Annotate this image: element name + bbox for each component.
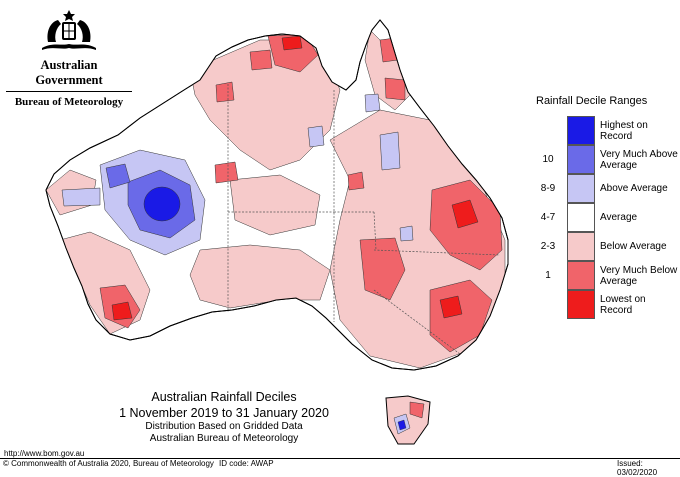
legend-row: Lowest on Record: [530, 290, 680, 319]
government-header: Australian Government Bureau of Meteorol…: [6, 8, 132, 108]
legend-label: Very Much Above Average: [600, 148, 678, 171]
bom-url: http://www.bom.gov.au: [4, 449, 85, 458]
decile-shading: [46, 29, 506, 369]
legend-label: Lowest on Record: [600, 293, 646, 316]
legend-swatch: [567, 290, 595, 319]
legend-range: 10: [542, 154, 554, 165]
legend-swatch: [567, 145, 595, 174]
bureau-name: Bureau of Meteorology: [14, 96, 124, 108]
lowest-on-record-areas: [111, 35, 479, 321]
legend-swatch: [567, 116, 595, 145]
legend-row: Highest on Record: [530, 116, 680, 145]
tasmania: [385, 395, 431, 445]
map-source: Australian Bureau of Meteorology: [149, 433, 299, 444]
map-title-block: Australian Rainfall Deciles 1 November 2…: [94, 389, 354, 445]
legend-label: Highest on Record: [600, 119, 648, 142]
issued-date: Issued: 03/02/2020: [617, 459, 658, 477]
legend-range: [530, 290, 566, 319]
map-method: Distribution Based on Gridded Data: [145, 421, 303, 432]
copyright: © Commonwealth of Australia 2020, Bureau…: [3, 459, 214, 468]
legend-range: 8-9: [540, 183, 556, 194]
legend-swatch: [567, 232, 595, 261]
below-average-areas: [46, 29, 506, 369]
legend-label: Above Average: [600, 183, 668, 194]
state-borders: [227, 84, 501, 355]
legend-range: 4-7: [540, 212, 556, 223]
map-title: Australian Rainfall Deciles: [151, 390, 297, 404]
legend-label: Average: [600, 212, 638, 223]
australia-rainfall-map: [45, 19, 509, 445]
very-much-below-average-areas: [99, 33, 503, 353]
coat-of-arms-icon: [42, 10, 96, 50]
legend-title: Rainfall Decile Ranges: [536, 95, 648, 107]
map-period: 1 November 2019 to 31 January 2020: [119, 406, 329, 420]
legend-row: 2-3 Below Average: [530, 232, 680, 261]
legend-label: Very Much Below Average: [600, 264, 678, 287]
highest-on-record-areas: [143, 186, 181, 222]
legend-label: Below Average: [600, 241, 667, 252]
legend-range: 2-3: [540, 241, 556, 252]
government-name: Australian Government: [6, 58, 132, 92]
legend-swatch: [567, 261, 595, 290]
legend-row: 8-9 Above Average: [530, 174, 680, 203]
footer-divider: [0, 458, 680, 459]
legend-row: 4-7 Average: [530, 203, 680, 232]
legend-range: 1: [545, 270, 551, 281]
legend-row: 10 Very Much Above Average: [530, 145, 680, 174]
legend-swatch: [567, 203, 595, 232]
legend-range: [530, 116, 566, 145]
legend-row: 1 Very Much Below Average: [530, 261, 680, 290]
legend-swatch: [567, 174, 595, 203]
id-code: ID code: AWAP: [219, 459, 274, 468]
